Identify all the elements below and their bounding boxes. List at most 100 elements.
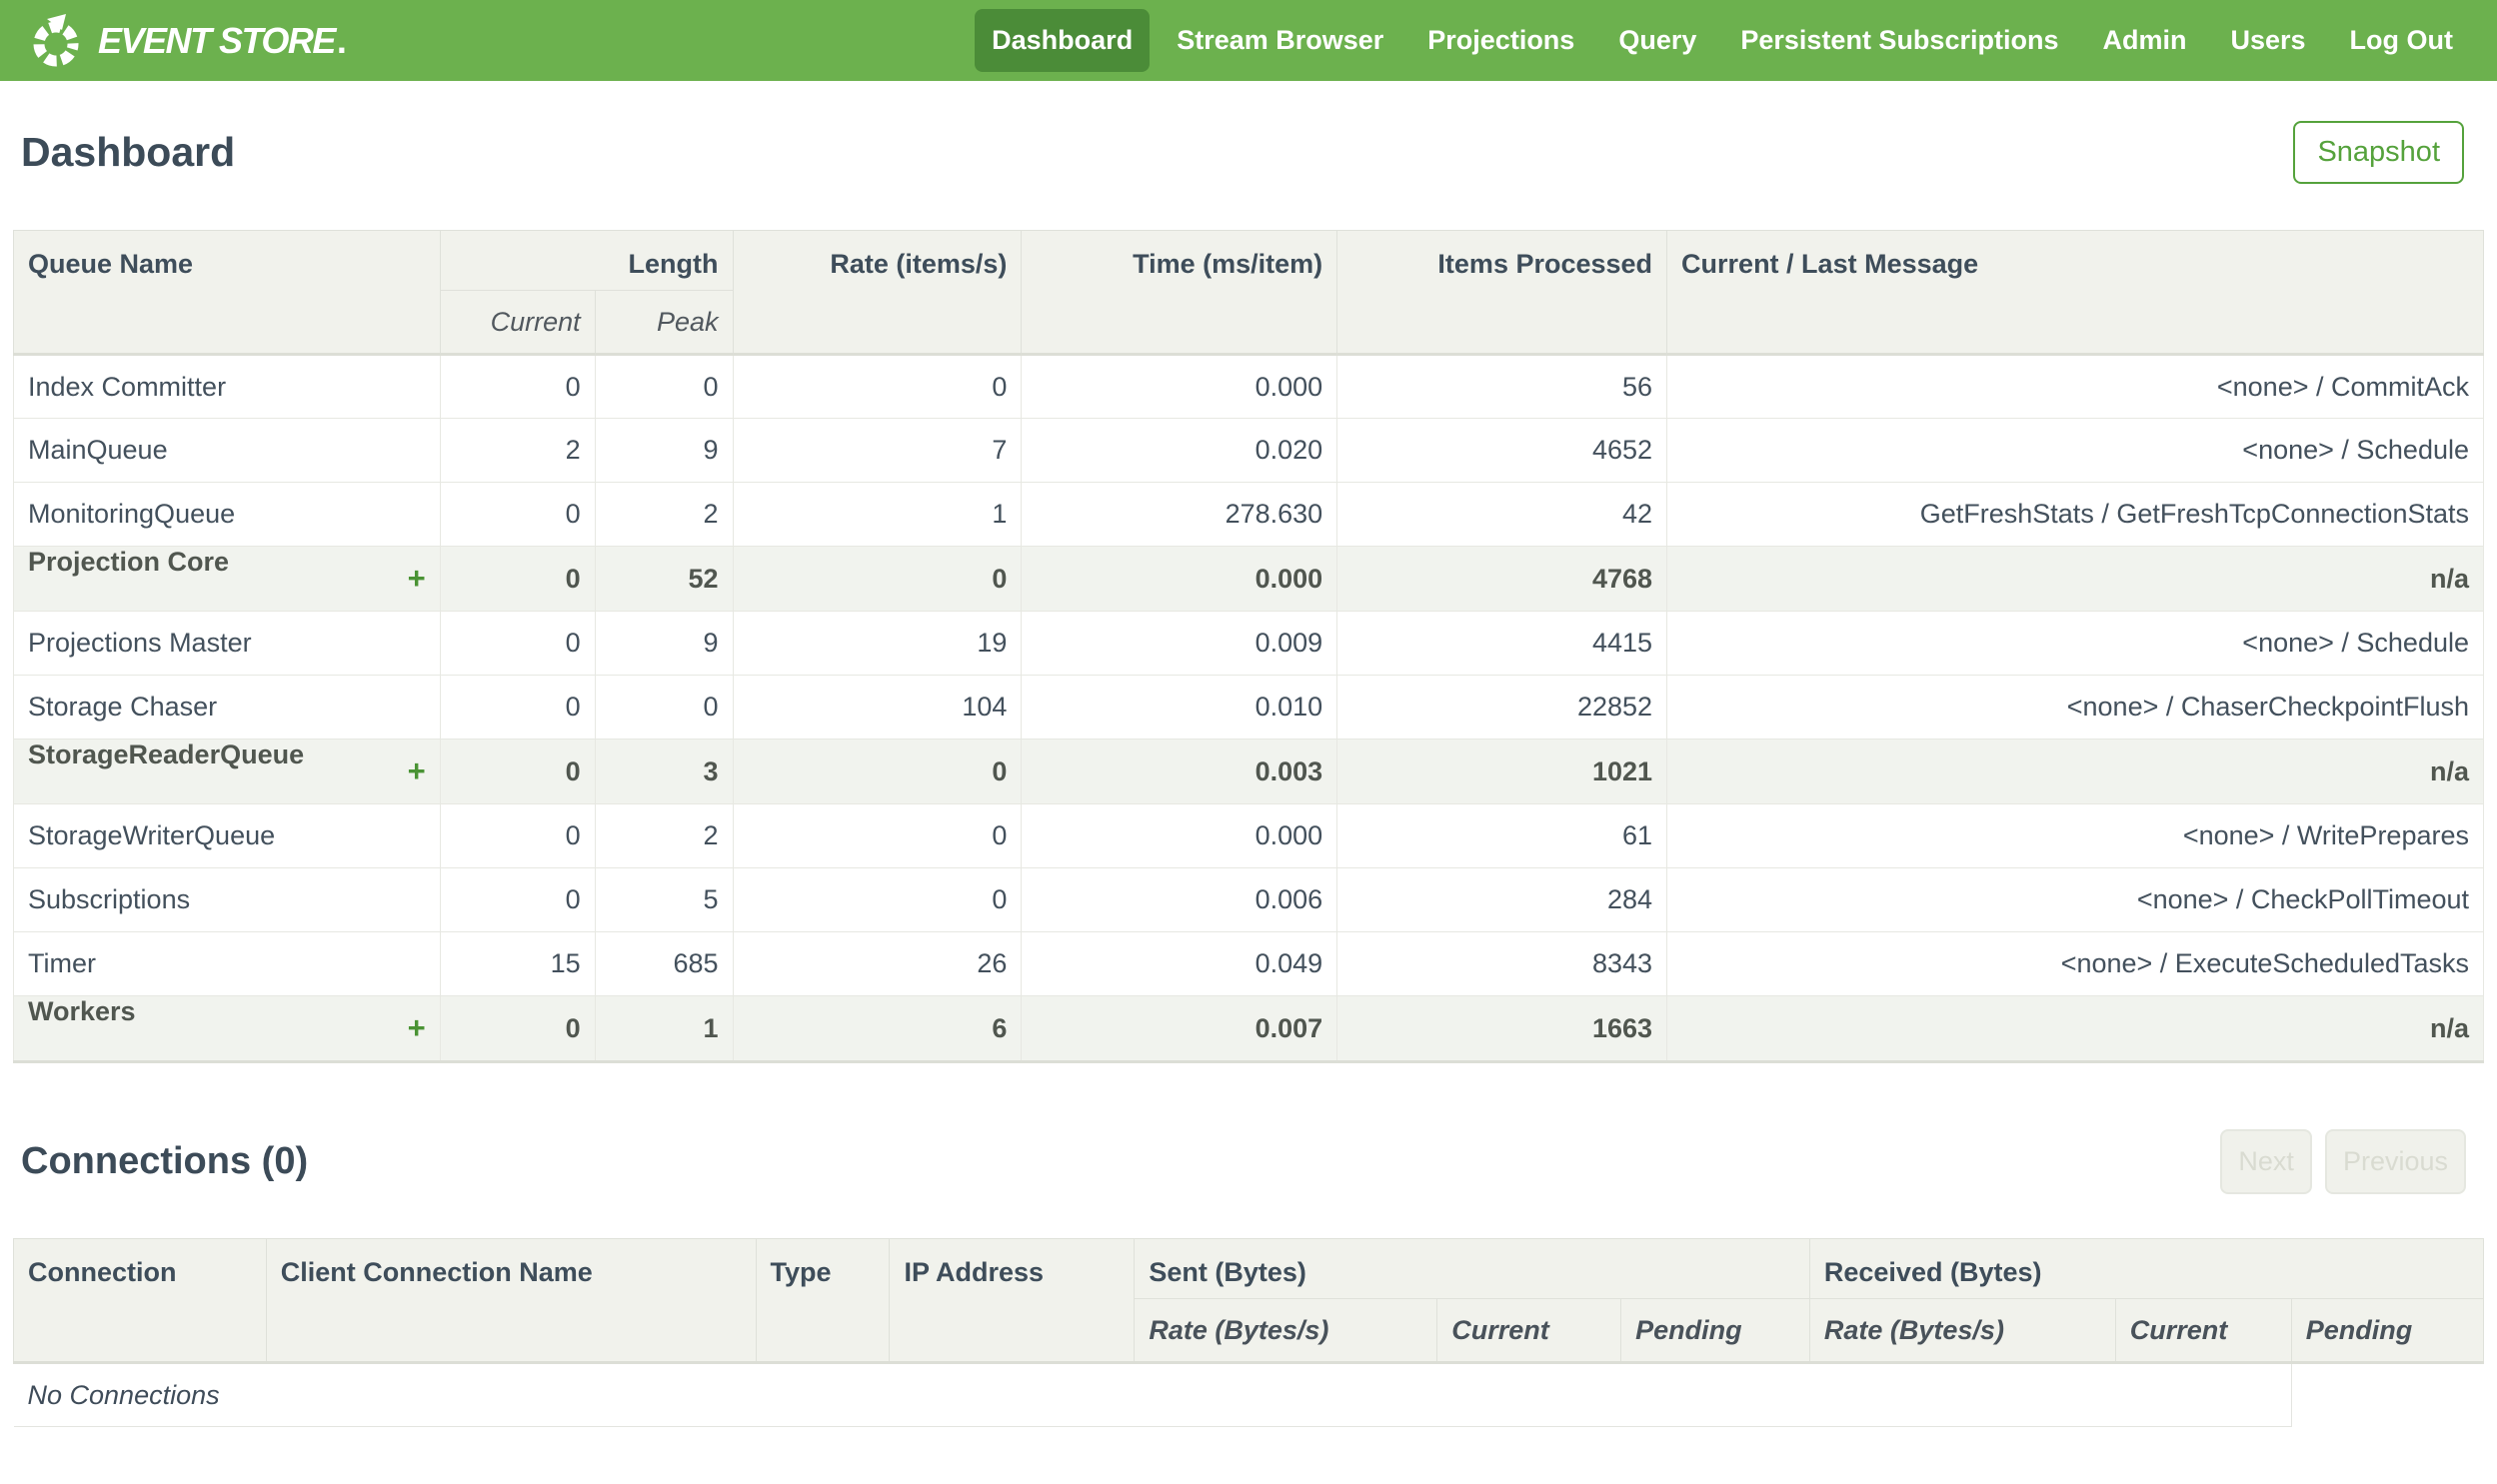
queue-name: Subscriptions [28, 884, 191, 914]
col-header-received-rate: Rate (Bytes/s) [1808, 1298, 2116, 1364]
snapshot-button[interactable]: Snapshot [2293, 121, 2464, 184]
nav-item-stream-browser[interactable]: Stream Browser [1177, 25, 1384, 55]
queue-length-peak: 52 [594, 546, 734, 612]
queue-time: 0.009 [1021, 611, 1338, 676]
col-header-received-pending: Pending [2290, 1298, 2485, 1364]
col-header-message: Current / Last Message [1666, 230, 2484, 356]
queue-name-cell: Subscriptions [13, 867, 441, 932]
queue-length-peak: 0 [594, 675, 734, 740]
queue-time: 0.003 [1021, 739, 1338, 804]
col-header-received-current: Current [2114, 1298, 2292, 1364]
col-header-type: Type [755, 1238, 891, 1364]
queue-name-cell: Storage Chaser [13, 675, 441, 740]
queue-time: 278.630 [1021, 482, 1338, 547]
queue-length-current: 0 [439, 354, 596, 419]
queue-name-cell: Projections Master [13, 611, 441, 676]
nav-item-admin[interactable]: Admin [2102, 25, 2187, 55]
connections-table: Connection Client Connection Name Type I… [13, 1238, 2485, 1427]
page-title: Dashboard [21, 129, 236, 175]
queue-name-cell: Projection Core + [13, 546, 441, 612]
queue-rate: 1 [732, 482, 1023, 547]
connections-title: Connections (0) [21, 1140, 309, 1182]
queue-name-cell: StorageWriterQueue [13, 803, 441, 868]
queue-rate: 104 [732, 675, 1023, 740]
no-connections-row: No Connections [13, 1362, 2484, 1427]
queue-group-row: Workers +0 1 6 0.007 1663 n/a [13, 995, 2484, 1063]
queue-time: 0.049 [1021, 931, 1338, 996]
queue-length-current: 0 [439, 611, 596, 676]
top-navbar: EVENT STORE. Dashboard Stream Browser Pr… [0, 0, 2497, 81]
queue-message: n/a [1666, 739, 2484, 804]
col-header-queue-name: Queue Name [13, 230, 441, 356]
queue-name: Timer [28, 948, 96, 978]
queue-items-processed: 1663 [1336, 995, 1668, 1063]
brand[interactable]: EVENT STORE. [30, 13, 347, 69]
queue-message: <none> / ExecuteScheduledTasks [1666, 931, 2484, 996]
queue-message: <none> / WritePrepares [1666, 803, 2484, 868]
queue-row: Projections Master 0 9 19 0.009 4415 <none> / … [13, 611, 2484, 676]
expand-plus-icon[interactable]: + [407, 753, 426, 788]
queue-name: StorageWriterQueue [28, 820, 276, 850]
queue-group-row: StorageReaderQueue +0 3 0 0.003 1021 n/a [13, 739, 2484, 804]
queue-rate: 0 [732, 803, 1023, 868]
brand-name: EVENT STORE [98, 19, 336, 61]
queue-message: n/a [1666, 995, 2484, 1063]
queue-name-cell: Workers + [13, 995, 441, 1063]
nav-item-query[interactable]: Query [1618, 25, 1697, 55]
queue-message: <none> / CheckPollTimeout [1666, 867, 2484, 932]
queue-rate: 0 [732, 546, 1023, 612]
col-header-length-current: Current [439, 290, 596, 356]
queue-items-processed: 1021 [1336, 739, 1668, 804]
queue-name: Projections Master [28, 628, 252, 658]
queue-length-current: 0 [439, 482, 596, 547]
queue-rate: 0 [732, 739, 1023, 804]
expand-plus-icon[interactable]: + [407, 561, 426, 596]
empty-ghost-cell [2291, 1363, 2483, 1427]
col-header-sent-bytes: Sent (Bytes) [1134, 1238, 1810, 1299]
queue-length-current: 0 [439, 867, 596, 932]
queue-message: n/a [1666, 546, 2484, 612]
queue-table-body: Index Committer 0 0 0 0.000 56 <none> / Commit… [13, 354, 2484, 1063]
connections-pager: Next Previous [2220, 1129, 2466, 1194]
nav-item-persistent-subscriptions[interactable]: Persistent Subscriptions [1740, 25, 2059, 55]
queue-length-current: 15 [439, 931, 596, 996]
queue-name-cell: MonitoringQueue [13, 482, 441, 547]
queue-rate: 26 [732, 931, 1023, 996]
queue-stats-table: Queue Name Length Rate (items/s) Time (m… [13, 230, 2484, 1063]
queue-rate: 6 [732, 995, 1023, 1063]
nav-menu: Dashboard Stream Browser Projections Que… [970, 9, 2475, 72]
queue-rate: 0 [732, 354, 1023, 419]
queue-length-current: 0 [439, 546, 596, 612]
expand-plus-icon[interactable]: + [407, 1010, 426, 1045]
queue-items-processed: 8343 [1336, 931, 1668, 996]
nav-item-dashboard[interactable]: Dashboard [975, 9, 1151, 72]
col-header-sent-pending: Pending [1620, 1298, 1810, 1364]
nav-item-users[interactable]: Users [2230, 25, 2306, 55]
queue-items-processed: 4652 [1336, 418, 1668, 483]
queue-row: Timer 15 685 26 0.049 8343 <none> / ExecuteSch… [13, 931, 2484, 996]
col-header-received-bytes: Received (Bytes) [1808, 1238, 2485, 1299]
queue-row: Subscriptions 0 5 0 0.006 284 <none> / CheckPo… [13, 867, 2484, 932]
next-button[interactable]: Next [2220, 1129, 2312, 1194]
queue-time: 0.006 [1021, 867, 1338, 932]
queue-length-peak: 9 [594, 418, 734, 483]
nav-item-projections[interactable]: Projections [1427, 25, 1575, 55]
queue-name: MonitoringQueue [28, 499, 236, 529]
nav-item-logout[interactable]: Log Out [2349, 25, 2453, 55]
queue-message: GetFreshStats / GetFreshTcpConnectionSta… [1666, 482, 2484, 547]
queue-length-peak: 1 [594, 995, 734, 1063]
queue-items-processed: 22852 [1336, 675, 1668, 740]
queue-time: 0.000 [1021, 354, 1338, 419]
queue-message: <none> / ChaserCheckpointFlush [1666, 675, 2484, 740]
queue-items-processed: 56 [1336, 354, 1668, 419]
previous-button[interactable]: Previous [2324, 1129, 2466, 1194]
queue-time: 0.010 [1021, 675, 1338, 740]
queue-items-processed: 4768 [1336, 546, 1668, 612]
queue-items-processed: 42 [1336, 482, 1668, 547]
queue-length-peak: 9 [594, 611, 734, 676]
queue-items-processed: 61 [1336, 803, 1668, 868]
queue-length-peak: 2 [594, 482, 734, 547]
queue-time: 0.000 [1021, 546, 1338, 612]
queue-name-cell: StorageReaderQueue + [13, 739, 441, 804]
queue-name-cell: Timer [13, 931, 441, 996]
